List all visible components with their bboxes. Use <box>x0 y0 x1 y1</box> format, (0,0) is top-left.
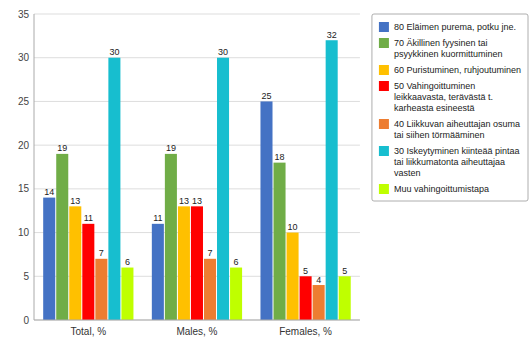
x-axis-line <box>34 320 360 321</box>
legend-label: 80 Eläimen purema, potku jne. <box>394 22 516 32</box>
data-label: 4 <box>316 275 321 285</box>
data-label: 11 <box>153 213 162 223</box>
legend-frame <box>372 14 528 201</box>
data-label: 7 <box>207 248 212 258</box>
bar <box>326 40 338 320</box>
bars <box>43 40 351 320</box>
legend-swatch <box>379 146 389 156</box>
legend-swatch <box>379 119 389 129</box>
y-axis: 0 5 10 15 20 25 30 35 <box>18 9 360 326</box>
data-label: 18 <box>275 152 285 162</box>
bar <box>108 58 120 320</box>
y-tick-label: 20 <box>18 140 30 151</box>
data-label: 13 <box>70 196 80 206</box>
grid-line <box>34 57 360 58</box>
data-labels: 14191311730611191313730625181054325 <box>44 30 347 285</box>
bar <box>82 224 94 320</box>
bar <box>121 268 133 320</box>
y-tick-label: 30 <box>18 52 30 63</box>
bar <box>43 198 55 320</box>
data-label: 30 <box>218 47 228 57</box>
data-label: 11 <box>84 213 93 223</box>
x-tick-label: Total, % <box>71 326 107 337</box>
bar <box>260 101 272 320</box>
grid-line <box>34 320 360 321</box>
legend-label: 30 Iskeytyminen kiinteää pintaatai liikk… <box>394 146 520 178</box>
legend-label: Muu vahingoittumistapa <box>394 184 489 194</box>
data-label: 13 <box>192 196 202 206</box>
bar <box>230 268 242 320</box>
data-label: 30 <box>109 47 119 57</box>
legend-label: 50 Vahingoittuminenleikkaavasta, teräväs… <box>394 81 493 113</box>
data-label: 14 <box>44 187 54 197</box>
data-label: 32 <box>327 30 337 40</box>
bar <box>69 206 81 320</box>
x-tick-label: Males, % <box>176 326 217 337</box>
grid-line <box>34 14 360 15</box>
legend-swatch <box>379 38 389 48</box>
legend-swatch <box>379 184 389 194</box>
bar <box>152 224 164 320</box>
data-label: 5 <box>303 266 308 276</box>
legend: 80 Eläimen purema, potku jne. 70 Äkilline… <box>372 14 528 201</box>
y-axis-line <box>34 14 35 320</box>
bar <box>165 154 177 320</box>
legend-swatch <box>379 65 389 75</box>
bar <box>217 58 229 320</box>
legend-swatch <box>379 22 389 32</box>
data-label: 13 <box>179 196 189 206</box>
data-label: 19 <box>166 143 176 153</box>
legend-label: 60 Puristuminen, ruhjoutuminen <box>394 65 521 75</box>
x-axis: Total, % Males, % Females, % <box>34 320 360 337</box>
bar <box>339 276 351 320</box>
legend-label: 40 Liikkuvan aiheuttajan osumatai siihen… <box>394 119 520 140</box>
data-label: 10 <box>288 222 298 232</box>
legend-swatch <box>379 81 389 91</box>
y-tick-label: 35 <box>18 9 30 20</box>
data-label: 5 <box>342 266 347 276</box>
legend-label: 70 Äkillinen fyysinen taipsyykkinen kuor… <box>394 38 503 59</box>
data-label: 6 <box>234 257 239 267</box>
bar <box>95 259 107 320</box>
grid-line <box>34 101 360 102</box>
grid-line <box>34 188 360 189</box>
y-tick-label: 25 <box>18 96 30 107</box>
x-tick-label: Females, % <box>279 326 332 337</box>
bar <box>191 206 203 320</box>
grid-line <box>34 145 360 146</box>
bar <box>178 206 190 320</box>
data-label: 7 <box>99 248 104 258</box>
bar <box>313 285 325 320</box>
y-tick-label: 10 <box>18 227 30 238</box>
y-tick-label: 15 <box>18 183 30 194</box>
data-label: 6 <box>125 257 130 267</box>
bar <box>56 154 68 320</box>
chart: 80 Eläimen purema, potku jne. 70 Äkilline… <box>0 0 532 344</box>
data-label: 25 <box>261 91 271 101</box>
y-tick-label: 5 <box>23 271 29 282</box>
y-tick-label: 0 <box>23 315 29 326</box>
bar <box>287 233 299 320</box>
data-label: 19 <box>57 143 67 153</box>
bar <box>300 276 312 320</box>
bar <box>204 259 216 320</box>
bar <box>274 163 286 320</box>
